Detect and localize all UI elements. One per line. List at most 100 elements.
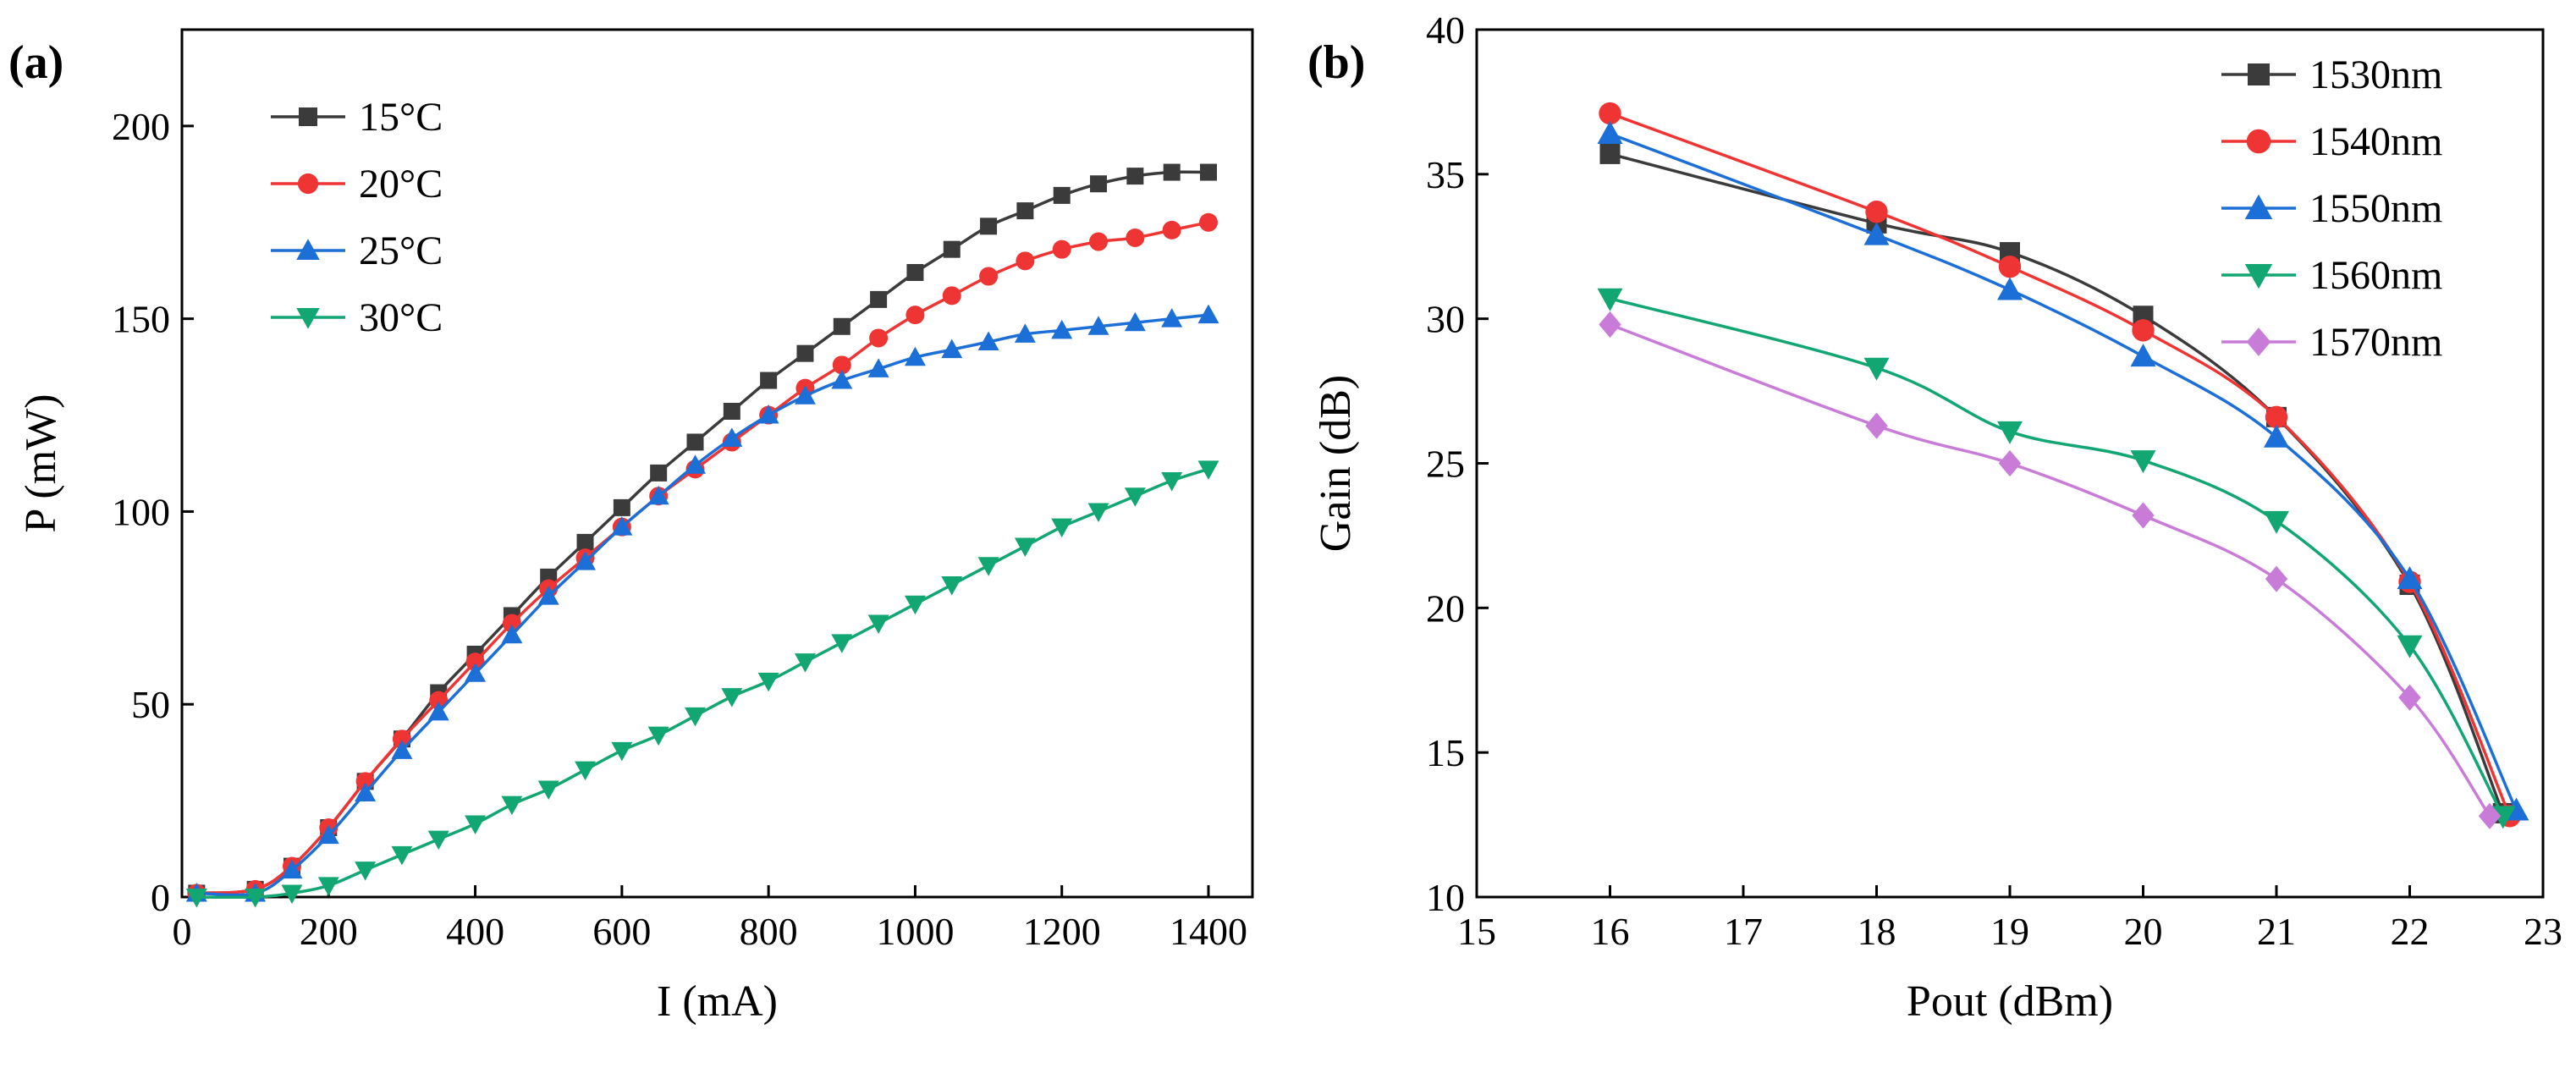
data-point [757, 672, 779, 692]
legend-marker [2246, 328, 2271, 356]
data-point [501, 624, 523, 644]
x-tick-label: 800 [740, 910, 798, 953]
data-point [647, 485, 669, 505]
y-tick-label: 15 [1426, 731, 1465, 774]
data-point [1161, 308, 1183, 328]
y-tick-label: 200 [112, 105, 170, 148]
panel-a-plot-frame [180, 28, 1254, 899]
legend-label: 1560nm [2309, 253, 2442, 298]
panel-b-series [1597, 102, 2529, 829]
series-line [1609, 322, 2491, 818]
data-point [245, 889, 267, 908]
data-point [2265, 405, 2288, 429]
data-point [1597, 288, 1623, 311]
legend-marker [2248, 63, 2270, 85]
panel-a-label: (a) [8, 36, 63, 89]
legend-item: 1560nm [2221, 253, 2442, 298]
series-1530nm [1599, 143, 2513, 823]
data-point [905, 306, 925, 325]
y-tick-label: 0 [151, 876, 170, 919]
x-tick-label: 400 [446, 910, 504, 953]
data-point [796, 344, 814, 362]
panel-b-x-axis-title: Pout (dBm) [1907, 977, 2113, 1026]
panel-a-x-axis-title: I (mA) [657, 977, 778, 1026]
data-point [832, 355, 851, 375]
series-25°C [185, 304, 1219, 902]
legend-marker [2246, 129, 2271, 154]
data-point [2264, 424, 2289, 448]
data-point [1087, 503, 1109, 522]
legend-item: 1540nm [2221, 119, 2442, 164]
legend-marker [299, 107, 317, 126]
data-point [1016, 202, 1034, 220]
y-tick-label: 25 [1426, 443, 1465, 486]
data-point [1089, 232, 1109, 251]
data-point [1865, 201, 1888, 223]
data-point [2397, 635, 2423, 658]
data-point [723, 403, 740, 420]
panel-b-label: (b) [1307, 36, 1365, 89]
data-point [794, 385, 816, 405]
data-point [1014, 323, 1036, 343]
data-point [1998, 255, 2022, 278]
x-tick-label: 1200 [1023, 910, 1101, 953]
x-tick-label: 1000 [876, 910, 954, 953]
legend-marker [2244, 264, 2273, 289]
data-point [281, 884, 303, 904]
data-point [867, 614, 889, 635]
legend-marker [297, 173, 319, 195]
data-point [980, 217, 998, 235]
data-point [355, 782, 377, 801]
legend-marker [2244, 194, 2273, 219]
data-point [870, 290, 888, 308]
series-1550nm [1597, 121, 2529, 821]
legend-label: 1530nm [2309, 52, 2442, 97]
data-point [941, 339, 963, 359]
x-tick-label: 20 [2124, 910, 2163, 953]
legend-item: 25°C [271, 228, 443, 273]
data-point [1016, 251, 1035, 271]
data-point [904, 595, 926, 615]
data-point [942, 286, 961, 306]
data-point [904, 346, 926, 366]
legend-label: 15°C [359, 95, 443, 140]
panel-b-legend: 1530nm 1540nm 1550nm 1560nm 1570nm [2221, 52, 2442, 365]
data-point [1197, 460, 1219, 480]
data-point [2130, 450, 2156, 474]
y-tick-label: 30 [1426, 298, 1465, 341]
legend-label: 1540nm [2309, 119, 2442, 164]
data-point [1124, 487, 1146, 507]
data-point [1865, 412, 1888, 439]
legend-label: 25°C [359, 228, 443, 273]
data-point [2130, 344, 2156, 367]
legend-item: 15°C [271, 95, 443, 140]
data-point [576, 533, 594, 551]
panel-a-axes: 0 200 400 600 800 1000 1200 1400 0 50 100 150 200 [112, 105, 1247, 953]
data-point [1053, 186, 1071, 204]
data-point [1199, 212, 1219, 232]
data-point [281, 859, 303, 879]
data-point [391, 845, 413, 866]
data-point [941, 576, 963, 596]
data-point [2264, 510, 2289, 534]
x-tick-label: 19 [1990, 910, 2029, 953]
data-point [1124, 311, 1146, 332]
data-point [613, 498, 630, 516]
data-point [1161, 472, 1183, 492]
y-tick-label: 10 [1426, 876, 1465, 919]
data-point [943, 240, 960, 258]
legend-item: 30°C [271, 295, 443, 340]
data-point [647, 726, 669, 746]
data-point [757, 405, 779, 424]
data-point [1162, 220, 1181, 239]
panel-a-chart: (a) 0 200 400 600 800 1000 1200 1400 0 50 100 150 20… [8, 28, 1254, 1026]
data-point [465, 815, 487, 834]
data-point [317, 824, 339, 845]
x-tick-label: 15 [1457, 910, 1496, 953]
legend-item: 1550nm [2221, 186, 2442, 231]
legend-label: 30°C [359, 295, 443, 340]
data-point [1051, 518, 1073, 538]
panel-a-legend: 15°C 20°C 25°C 30°C [271, 95, 443, 340]
